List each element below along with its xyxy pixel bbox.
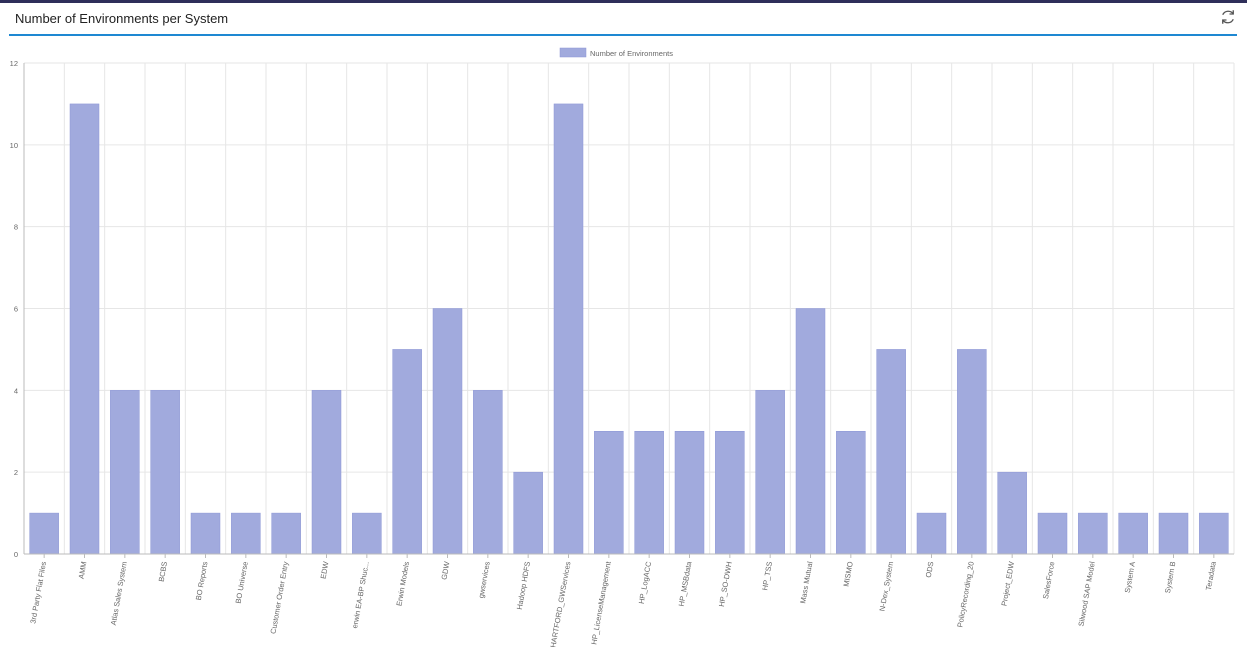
refresh-icon[interactable] [1219, 8, 1237, 26]
y-tick-label: 10 [10, 141, 18, 150]
legend[interactable]: Number of Environments [559, 47, 673, 58]
axis-layer: 0 2 4 6 8 10 12 3rd Party Flat Files AMM Atlas Sa… [10, 59, 1234, 647]
bar-0[interactable] [29, 512, 59, 555]
x-tick-label: HP_TSS [760, 561, 774, 591]
y-tick-label: 0 [14, 550, 18, 559]
bar-28[interactable] [1158, 512, 1189, 555]
y-tick-label: 2 [14, 468, 18, 477]
bar-9[interactable] [392, 349, 422, 555]
window-top-bar [0, 0, 1247, 3]
x-tick-label: HP_LicenseManagement [589, 560, 613, 645]
legend-label: Number of Environments [590, 49, 673, 58]
bar-10[interactable] [432, 308, 463, 555]
x-tick-label: MISMO [842, 561, 855, 588]
x-tick-label: BO Universe [234, 561, 250, 604]
x-tick-label: Mass Mutual [798, 560, 814, 604]
bar-23[interactable] [957, 349, 987, 555]
y-tick-label: 8 [14, 223, 18, 232]
bar-14[interactable] [594, 431, 624, 555]
x-tick-label: Customer Order Entry [269, 561, 291, 635]
y-tick-label: 12 [10, 59, 18, 68]
bar-13[interactable] [553, 103, 584, 555]
bar-1[interactable] [69, 103, 100, 555]
x-tick-label: Hadoop HDFS [515, 561, 532, 611]
grid-layer [23, 62, 1235, 555]
bar-18[interactable] [755, 390, 785, 555]
bar-27[interactable] [1118, 512, 1148, 555]
x-tick-label: HARTFORD_GWServices [548, 561, 572, 647]
x-tick-label: Atlas Sales System [109, 561, 129, 626]
bar-3[interactable] [150, 390, 180, 555]
bar-chart: 0 2 4 6 8 10 12 3rd Party Flat Files AMM Atlas Sa… [10, 47, 1235, 647]
bar-26[interactable] [1078, 512, 1108, 555]
y-tick-label: 4 [14, 386, 18, 395]
bar-11[interactable] [473, 390, 503, 555]
x-tick-label: Teradata [1204, 560, 1218, 591]
y-tick-label: 6 [14, 305, 18, 314]
x-tick-label: Erwin Models [394, 561, 411, 607]
x-tick-label: gwservices [476, 561, 491, 599]
bar-22[interactable] [916, 512, 947, 555]
panel-header: Number of Environments per System [9, 3, 1237, 36]
x-tick-label: PolicyRecording_20 [955, 561, 975, 628]
x-tick-label: AMM [77, 561, 89, 580]
x-tick-label: erwin EA-BP Shuc... [350, 561, 371, 629]
bar-25[interactable] [1037, 512, 1068, 555]
x-tick-label: Silwood SAP Model [1077, 560, 1097, 627]
x-tick-label: BO Reports [194, 561, 210, 601]
bar-16[interactable] [674, 431, 705, 555]
x-tick-label: 3rd Party Flat Files [28, 561, 48, 625]
x-tick-label: System B [1163, 561, 1177, 594]
bar-17[interactable] [715, 431, 745, 555]
page-title: Number of Environments per System [15, 11, 229, 26]
x-tick-label: ODS [924, 561, 936, 579]
x-tick-label: EDW [319, 560, 331, 580]
bar-29[interactable] [1199, 512, 1229, 555]
legend-swatch [559, 47, 587, 58]
x-tick-label: SalesForce [1041, 561, 1056, 600]
bar-20[interactable] [836, 431, 866, 555]
bar-4[interactable] [190, 512, 221, 555]
bar-7[interactable] [311, 390, 342, 555]
bar-8[interactable] [352, 512, 382, 555]
x-tick-label: System A [1123, 561, 1137, 594]
bar-5[interactable] [231, 512, 261, 555]
x-tick-label: HP_LogACC [637, 560, 653, 604]
bar-15[interactable] [634, 431, 664, 555]
x-tick-label: BCBS [157, 561, 169, 583]
x-tick-label: Project_EDW [999, 560, 1016, 607]
x-tick-label: HP_SO-DWH [717, 561, 734, 608]
x-tick-label: N-Dex_System [878, 561, 896, 612]
x-tick-label: HP_MSBdata [677, 560, 694, 607]
bar-19[interactable] [795, 308, 826, 555]
bar-2[interactable] [110, 390, 140, 555]
bar-12[interactable] [513, 471, 543, 555]
bar-24[interactable] [997, 471, 1027, 555]
x-tick-label: GDW [439, 560, 451, 581]
bar-6[interactable] [271, 512, 301, 555]
bar-21[interactable] [876, 349, 906, 555]
